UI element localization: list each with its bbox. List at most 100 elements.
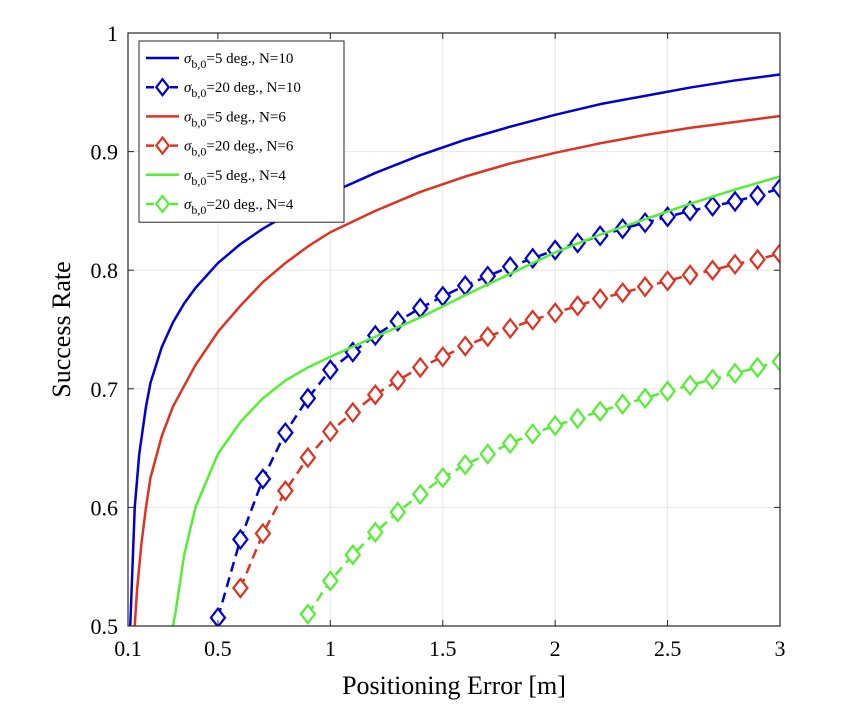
series-6-point xyxy=(681,374,699,397)
series-4-point xyxy=(614,281,632,304)
legend-marker xyxy=(154,194,171,214)
series-6-point xyxy=(749,356,766,379)
series-2-point xyxy=(704,195,721,217)
series-4-point xyxy=(276,480,294,502)
series-3 xyxy=(133,114,780,626)
series-2-point xyxy=(726,190,744,213)
x-tick-label: 2.5 xyxy=(654,636,682,661)
series-4-point xyxy=(704,259,721,281)
y-tick-label: 1 xyxy=(107,21,118,46)
series-4-point xyxy=(231,577,249,599)
legend-label: σb,0=5 deg., N=10 xyxy=(184,51,293,71)
legend-item: σb,0=5 deg., N=4 xyxy=(146,168,286,188)
legend-item: σb,0=5 deg., N=10 xyxy=(146,51,293,71)
series-2-point xyxy=(771,177,780,200)
series-6-point xyxy=(479,443,497,465)
series-6-point xyxy=(321,570,339,592)
series-6-point xyxy=(411,483,429,506)
series-4-point xyxy=(456,335,474,357)
legend-label: σb,0=5 deg., N=6 xyxy=(184,109,286,129)
series-4-point xyxy=(546,302,564,324)
legend-item: σb,0=5 deg., N=6 xyxy=(146,109,286,129)
x-tick-label: 0.1 xyxy=(114,636,142,661)
series-6-point xyxy=(659,380,677,402)
series-4-point xyxy=(366,383,384,406)
series-6-point xyxy=(704,368,721,391)
x-tick-label: 1.5 xyxy=(429,636,457,661)
legend-label: σb,0=5 deg., N=4 xyxy=(184,168,286,188)
series-6-point xyxy=(524,423,542,445)
series-6-point xyxy=(344,544,362,566)
series-4-point xyxy=(591,287,609,310)
legend: σb,0=5 deg., N=10 σb,0=20 deg., N=10 σb,0=… xyxy=(138,40,345,223)
series-6-point xyxy=(771,350,780,373)
series-6-point xyxy=(614,393,632,416)
series-4-point xyxy=(501,317,519,340)
legend-item: σb,0=20 deg., N=6 xyxy=(146,135,294,159)
legend-item: σb,0=20 deg., N=10 xyxy=(146,77,301,100)
series-5 xyxy=(171,175,780,626)
legend-marker xyxy=(154,77,171,97)
y-tick-label: 0.7 xyxy=(91,377,119,402)
series-4-point xyxy=(389,369,407,392)
x-tick-label: 2 xyxy=(550,636,561,661)
series-4-point xyxy=(659,270,677,292)
series-4-point xyxy=(726,253,744,276)
series-6-point xyxy=(546,414,564,437)
x-tick-label: 3 xyxy=(775,636,786,661)
legend-marker xyxy=(154,135,171,156)
ticks: 0.1 0.5 1 1.5 2 2.5 30.50.60.70.80.91 xyxy=(91,21,786,661)
y-tick-label: 0.8 xyxy=(91,258,119,283)
series-4-point xyxy=(479,325,497,348)
series-6-point xyxy=(501,432,519,455)
series-6 xyxy=(299,350,780,625)
series-2-point xyxy=(299,387,317,410)
series-2-point xyxy=(501,255,519,278)
series-6-point xyxy=(636,387,654,410)
x-tick-label: 1 xyxy=(325,636,336,661)
series-6-point xyxy=(366,521,384,544)
series-2-point xyxy=(546,239,564,261)
series-2-point xyxy=(524,247,542,270)
series-6-point xyxy=(389,501,407,523)
series-6-point xyxy=(726,362,744,385)
y-tick-label: 0.9 xyxy=(91,140,119,165)
series-4-point xyxy=(411,356,429,379)
series-2-point xyxy=(231,528,249,551)
series-2-point xyxy=(209,606,227,626)
series-6-point xyxy=(569,407,587,430)
series-4-point xyxy=(636,276,654,298)
series-4 xyxy=(231,242,780,599)
series-6-point xyxy=(456,453,474,476)
series-6-line xyxy=(306,360,780,615)
series-6-point xyxy=(299,603,317,625)
legend-label: σb,0=20 deg., N=6 xyxy=(184,139,294,159)
series-4-point xyxy=(524,309,542,331)
plot-frame xyxy=(127,32,781,627)
series-2-point xyxy=(254,468,272,490)
legend-label: σb,0=20 deg., N=10 xyxy=(184,80,301,100)
x-axis-label: Positioning Error [m] xyxy=(342,671,566,700)
series-6-point xyxy=(591,400,609,423)
series-4-point xyxy=(321,420,339,443)
y-axis-label: Success Rate xyxy=(47,261,76,397)
series-2-point xyxy=(749,184,766,207)
legend-box xyxy=(138,40,345,223)
legend-label: σb,0=20 deg., N=4 xyxy=(184,197,294,217)
series-4-point xyxy=(681,264,699,286)
series-4-point xyxy=(434,345,452,368)
series-2-point xyxy=(681,200,699,222)
series-4-point xyxy=(344,401,362,424)
series-4-point xyxy=(299,446,317,469)
x-tick-label: 0.5 xyxy=(204,636,232,661)
series-5-line xyxy=(171,175,780,626)
y-tick-label: 0.6 xyxy=(91,495,119,520)
series-4-point xyxy=(254,522,272,545)
legend-item: σb,0=20 deg., N=4 xyxy=(146,194,294,217)
series-4-point xyxy=(771,242,780,265)
series-2-point xyxy=(321,359,339,381)
series-4-point xyxy=(749,248,766,271)
series-4-point xyxy=(569,294,587,317)
series-6-point xyxy=(434,466,452,489)
